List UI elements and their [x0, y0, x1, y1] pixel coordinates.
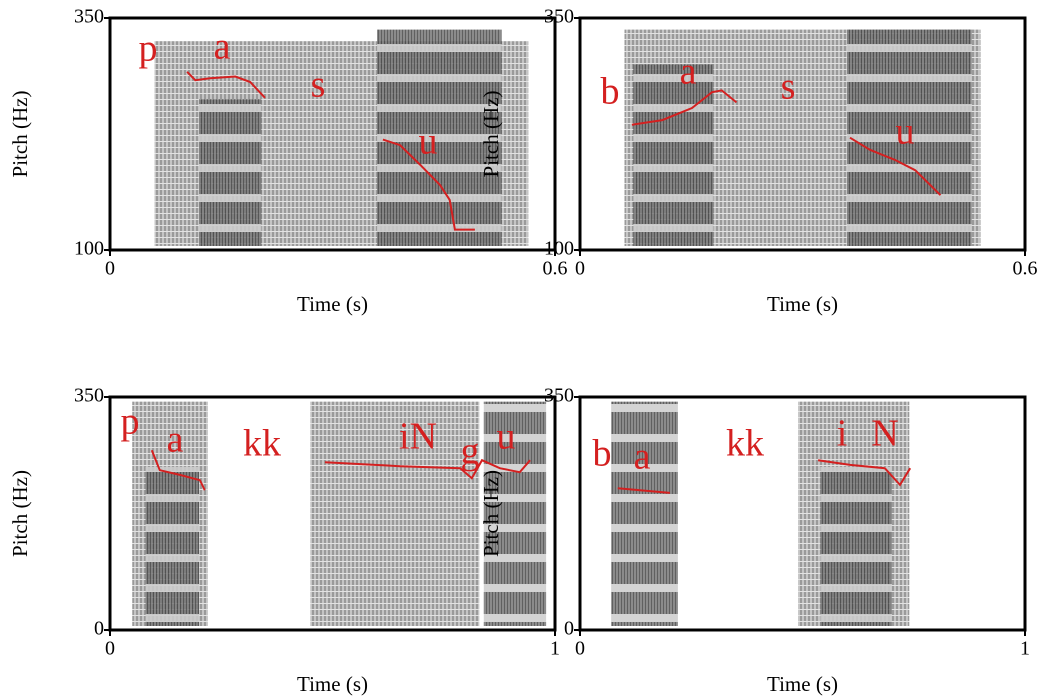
- x-tick-label: 0: [105, 638, 115, 660]
- x-axis-title: Time (s): [297, 292, 368, 316]
- spectrogram: [145, 466, 199, 626]
- spectrogram: [633, 64, 714, 247]
- y-tick-label: 100: [74, 238, 104, 260]
- spectrogram: [483, 401, 547, 626]
- segment-label: a: [167, 419, 184, 461]
- panel: 0 350 0 1 Time (s) Pitch (Hz) p a kk iN g u: [8, 385, 560, 696]
- spectrogram: [611, 401, 678, 626]
- segment-label: g: [461, 431, 480, 473]
- y-tick-label: 350: [74, 6, 104, 28]
- plot-frame: [108, 16, 557, 252]
- spectrogram: [310, 401, 480, 626]
- panel: 100 350 0 0.6 Time (s) Pitch (Hz) p a s u: [8, 6, 568, 316]
- y-tick-label: 100: [544, 238, 574, 260]
- y-axis-title: Pitch (Hz): [479, 91, 503, 178]
- segment-label: a: [214, 26, 231, 68]
- segment-label: p: [139, 28, 158, 70]
- x-tick-label: 0.6: [543, 258, 568, 280]
- plot-frame: [108, 395, 557, 632]
- x-tick-label: 0: [575, 258, 585, 280]
- x-tick-label: 1: [1020, 638, 1030, 660]
- y-tick-label: 0: [564, 618, 574, 640]
- spectrogram: [820, 466, 892, 626]
- y-axis-title: Pitch (Hz): [8, 91, 32, 178]
- x-tick-label: 0.6: [1013, 258, 1038, 280]
- segment-label: kk: [726, 423, 764, 465]
- pitch-track: [617, 459, 912, 494]
- segment-label: a: [680, 51, 697, 93]
- x-tick-label: 0: [575, 638, 585, 660]
- segment-label: b: [593, 433, 612, 475]
- segment-label: N: [871, 413, 898, 455]
- segment-label: p: [121, 401, 140, 443]
- y-tick-label: 350: [74, 385, 104, 407]
- x-axis-title: Time (s): [767, 292, 838, 316]
- segment-label: iN: [399, 416, 437, 458]
- segment-label: s: [781, 66, 796, 108]
- y-axis-title: Pitch (Hz): [479, 470, 503, 557]
- pitch-track: [186, 71, 475, 231]
- y-tick-label: 350: [544, 385, 574, 407]
- x-axis-title: Time (s): [767, 672, 838, 696]
- y-tick-label: 0: [94, 618, 104, 640]
- x-tick-label: 0: [105, 258, 115, 280]
- plot-frame: [578, 16, 1027, 252]
- segment-label: i: [837, 413, 848, 455]
- segment-label: u: [896, 111, 915, 153]
- y-axis-title: Pitch (Hz): [8, 470, 32, 557]
- x-axis-title: Time (s): [297, 672, 368, 696]
- segment-label: u: [419, 121, 438, 163]
- pitch-track: [150, 449, 531, 491]
- spectrogram: [847, 29, 972, 246]
- pitch-track: [631, 89, 942, 196]
- panel: 100 350 0 0.6 Time (s) Pitch (Hz) b a s u: [479, 6, 1038, 316]
- x-tick-label: 1: [550, 638, 560, 660]
- segment-label: b: [601, 71, 620, 113]
- segment-label: kk: [243, 423, 281, 465]
- spectrogram: [377, 29, 502, 246]
- segment-label: s: [311, 64, 326, 106]
- spectrogram: [199, 99, 262, 246]
- y-tick-label: 350: [544, 6, 574, 28]
- plot-frame: [578, 395, 1027, 632]
- segment-label: a: [634, 436, 651, 478]
- segment-label: u: [497, 416, 516, 458]
